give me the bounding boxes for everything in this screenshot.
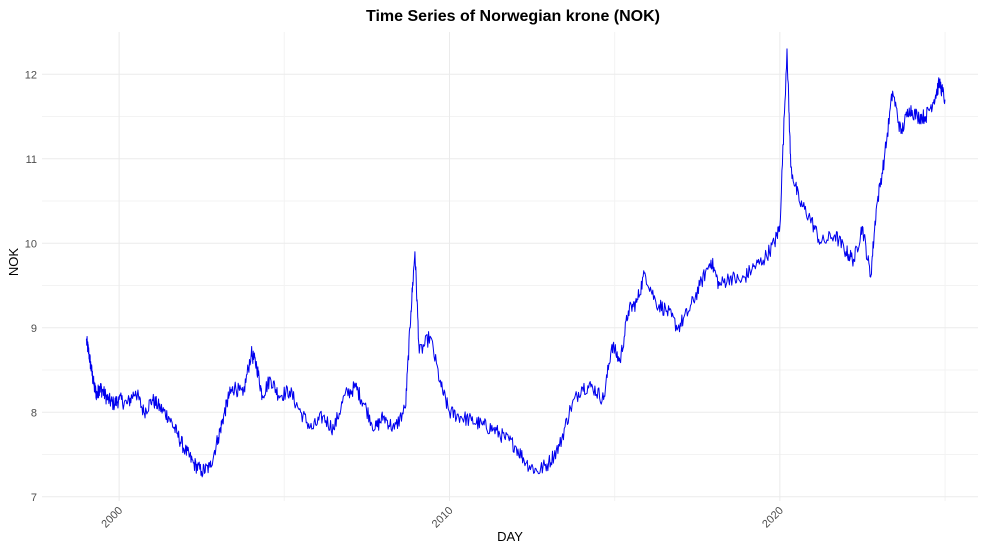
x-axis-title: DAY — [497, 529, 523, 544]
x-tick-label: 2010 — [430, 505, 456, 531]
y-tick-label: 12 — [25, 69, 37, 81]
y-tick-label: 11 — [26, 154, 37, 166]
x-axis-ticks: 2000 2010 2020 — [99, 505, 786, 531]
y-axis-ticks: 7 8 9 10 11 12 — [25, 69, 37, 504]
minor-gridlines — [42, 32, 978, 501]
y-tick-label: 10 — [25, 238, 37, 250]
x-tick-label: 2020 — [760, 505, 786, 531]
y-tick-label: 8 — [31, 407, 37, 419]
y-tick-label: 7 — [31, 492, 37, 504]
y-tick-label: 9 — [31, 323, 37, 335]
major-gridlines — [42, 32, 978, 501]
series-line — [85, 48, 946, 478]
chart-title: Time Series of Norwegian krone (NOK) — [366, 8, 660, 25]
x-tick-label: 2000 — [99, 505, 125, 531]
y-axis-title: NOK — [6, 248, 21, 277]
